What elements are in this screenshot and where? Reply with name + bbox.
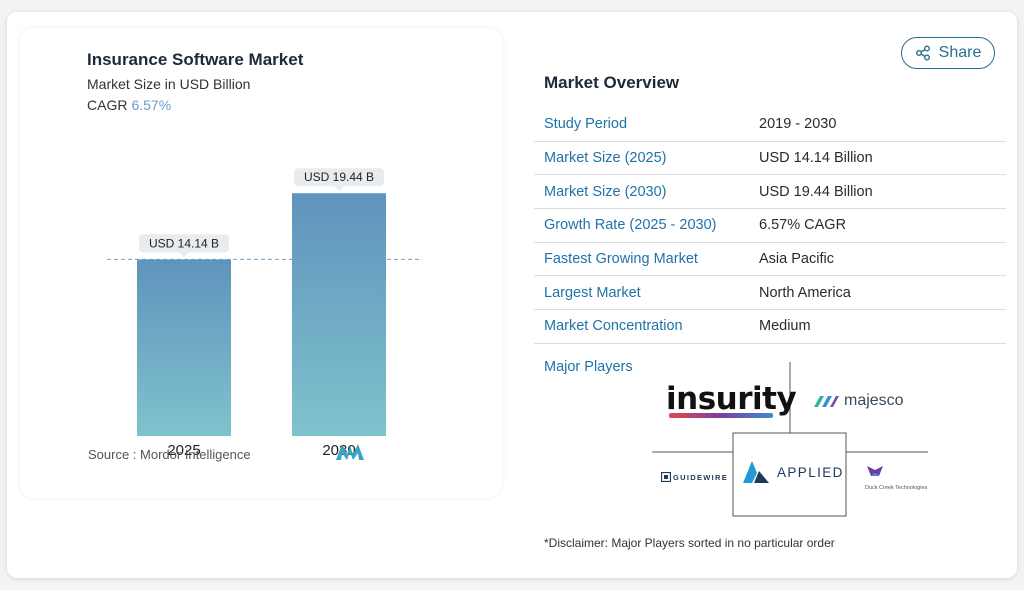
majesco-label: majesco <box>844 392 904 409</box>
data-label-bg <box>294 168 384 187</box>
insurity-logo-underline <box>669 413 773 418</box>
overview-value: Medium <box>759 318 811 335</box>
insurity-logo: insurity <box>666 381 797 417</box>
chart-subtitle: Market Size in USD Billion <box>87 76 251 92</box>
data-label-pointer <box>334 186 344 192</box>
overview-row: Largest Market North America <box>534 276 1006 311</box>
bar-2025 <box>137 259 231 436</box>
duckcreek-icon <box>867 466 883 476</box>
majesco-logo: majesco <box>812 392 904 410</box>
overview-key[interactable]: Growth Rate (2025 - 2030) <box>544 217 717 234</box>
overview-value: USD 14.14 Billion <box>759 150 873 167</box>
bar-2030 <box>292 193 386 436</box>
overview-key[interactable]: Study Period <box>544 116 628 133</box>
overview-value: USD 19.44 Billion <box>759 183 873 200</box>
overview-row: Market Size (2030) USD 19.44 Billion <box>534 175 1006 210</box>
chart-cagr: CAGR 6.57% <box>87 97 171 113</box>
share-icon <box>915 45 931 61</box>
cagr-value: 6.57% <box>131 97 172 113</box>
chart-panel <box>20 28 502 498</box>
overview-value: North America <box>759 284 851 301</box>
x-tick-label: 2025 <box>167 442 200 459</box>
guidewire-logo: GUIDEWIRE <box>661 472 728 482</box>
share-label: Share <box>938 44 982 61</box>
overview-key[interactable]: Fastest Growing Market <box>544 251 698 268</box>
overview-value: 6.57% CAGR <box>759 217 847 234</box>
guidewire-icon <box>661 472 671 482</box>
chart-source: Source : Mordor Intelligence <box>88 447 251 462</box>
overview-key[interactable]: Largest Market <box>544 284 641 301</box>
overview-title: Market Overview <box>544 73 680 92</box>
overview-key[interactable]: Market Size (2030) <box>544 183 667 200</box>
data-label: USD 19.44 B <box>304 170 374 184</box>
major-players-label: Major Players <box>544 359 633 375</box>
applied-icon <box>743 461 769 483</box>
overview-row: Fastest Growing Market Asia Pacific <box>534 243 1006 277</box>
applied-label: APPLIED <box>777 464 844 480</box>
data-label-bg <box>139 234 229 253</box>
overview-row: Growth Rate (2025 - 2030) 6.57% CAGR <box>534 209 1006 243</box>
duckcreek-label: Duck Creek Technologies <box>865 485 928 491</box>
majesco-icon <box>814 396 839 407</box>
share-button[interactable]: Share <box>901 37 995 69</box>
guidewire-label: GUIDEWIRE <box>673 472 729 482</box>
mordor-logo-icon <box>336 444 364 460</box>
duckcreek-logo: Duck Creek Technologies <box>865 464 927 491</box>
overview-key[interactable]: Market Concentration <box>544 318 683 335</box>
overview-table: Study Period 2019 - 2030 Market Size (2025… <box>534 108 1006 344</box>
overview-row: Market Size (2025) USD 14.14 Billion <box>534 142 1006 176</box>
data-label: USD 14.14 B <box>149 236 219 250</box>
overview-value: Asia Pacific <box>759 251 834 268</box>
overview-value: 2019 - 2030 <box>759 116 837 133</box>
cagr-label: CAGR <box>87 97 128 113</box>
overview-key[interactable]: Market Size (2025) <box>544 150 667 167</box>
data-label-pointer <box>179 252 189 258</box>
overview-row: Study Period 2019 - 2030 <box>534 108 1006 142</box>
disclaimer: *Disclaimer: Major Players sorted in no … <box>544 536 835 550</box>
overview-row: Market Concentration Medium <box>534 310 1006 344</box>
applied-logo: APPLIED <box>743 461 844 483</box>
chart-title: Insurance Software Market <box>87 50 304 69</box>
